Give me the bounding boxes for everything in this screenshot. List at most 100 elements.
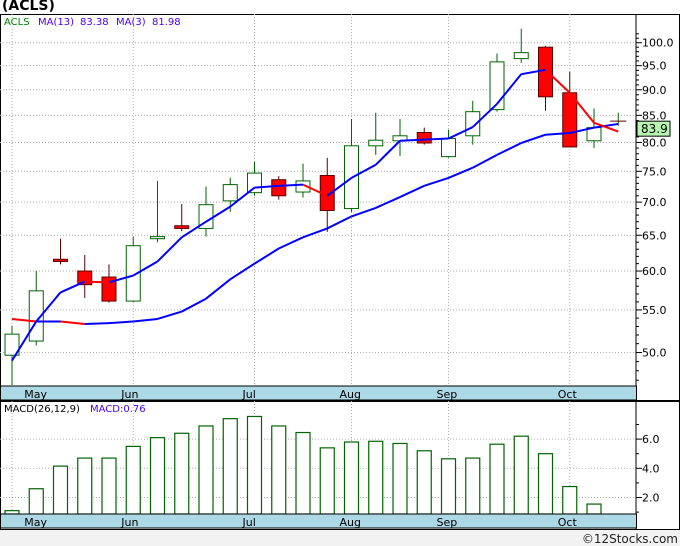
- candle-body: [271, 179, 287, 197]
- legend-ma13-value: 83.38: [80, 17, 109, 28]
- ma13-line-segment: [326, 215, 352, 230]
- macd-bar: [149, 437, 166, 515]
- macd-bar: [198, 425, 214, 515]
- price-panel-frame: [0, 14, 680, 401]
- candle-body: [150, 236, 165, 240]
- macd-legend-label: MACD(26,12,9): [4, 404, 80, 415]
- candle-body: [4, 333, 20, 356]
- legend-ma3-label: MA(3): [116, 17, 146, 28]
- footer-band: [0, 530, 680, 546]
- macd-tick-label: 4.0: [642, 462, 660, 475]
- ma13-line-segment: [448, 166, 474, 179]
- price-tick-label: 75.0: [642, 165, 667, 178]
- macd-month-label: Oct: [558, 516, 578, 529]
- macd-bar: [537, 453, 554, 515]
- candle-body: [295, 180, 311, 193]
- last-price-label: 83.9: [641, 122, 668, 136]
- candle: [416, 127, 432, 145]
- ma13-line-segment: [593, 122, 619, 129]
- macd-month-label: Jun: [120, 516, 138, 529]
- ma3-line-segment: [108, 274, 134, 284]
- macd-date-band: [0, 513, 637, 529]
- price-tick-label: 95.0: [642, 60, 667, 73]
- candle: [174, 204, 190, 232]
- price-tick-label: 65.0: [642, 229, 667, 242]
- candle: [125, 236, 141, 302]
- candle: [513, 28, 529, 63]
- candle-body: [53, 258, 68, 262]
- ma13-line-segment: [569, 126, 595, 135]
- ma13-line-segment: [84, 322, 110, 325]
- macd-month-label: May: [24, 516, 47, 529]
- candle-body: [538, 46, 553, 98]
- macd-tick-label: 2.0: [642, 492, 660, 505]
- ma3-line-segment: [424, 137, 449, 141]
- month-label: Sep: [437, 388, 458, 401]
- ma3-line-segment: [375, 140, 401, 166]
- ma3-line-segment: [254, 184, 279, 189]
- candle-body: [441, 138, 456, 158]
- ma13-line-segment: [133, 317, 158, 323]
- candle-body: [489, 61, 505, 111]
- candle: [53, 238, 68, 265]
- ma13-line-segment: [229, 262, 256, 281]
- ma13-line-segment: [375, 196, 401, 209]
- ma3-line-segment: [205, 205, 231, 223]
- candle: [610, 112, 627, 126]
- footer-copyright: ©12Stocks.com: [581, 532, 678, 546]
- ma13-line-segment: [472, 154, 498, 169]
- ma3-line-segment: [156, 236, 183, 263]
- ma13-line-segment: [302, 227, 328, 239]
- candle-body: [222, 184, 238, 202]
- macd-bar: [246, 415, 263, 515]
- price-tick-label: 55.0: [642, 304, 667, 317]
- legend-ma3-value: 81.98: [152, 17, 181, 28]
- ma3-line-segment: [399, 138, 425, 142]
- ma3-line-segment: [181, 220, 207, 239]
- macd-bar: [222, 418, 238, 515]
- macd-bar: [77, 457, 93, 515]
- price-tick-label: 80.0: [642, 136, 667, 149]
- legend-symbol: ACLS: [4, 17, 30, 28]
- macd-month-label: Sep: [437, 516, 458, 529]
- month-label: Jun: [120, 388, 138, 401]
- price-tick-label: 100.0: [642, 37, 674, 50]
- ma3-line-segment: [132, 260, 159, 277]
- ma13-line-segment: [423, 176, 449, 187]
- ma13-line-segment: [496, 142, 522, 156]
- candle-body: [513, 52, 529, 60]
- candle: [150, 180, 165, 243]
- candle-body: [368, 139, 384, 147]
- ma13-line-segment: [545, 132, 570, 136]
- ma13-line-segment: [205, 278, 231, 300]
- ma3-line-segment: [326, 177, 353, 197]
- macd-bar: [52, 465, 69, 515]
- ma3-line-segment: [351, 163, 377, 179]
- price-date-band: [0, 385, 637, 401]
- ma3-line-segment: [472, 103, 498, 128]
- macd-legend-value: MACD:0.76: [90, 404, 146, 415]
- macd-bar: [101, 457, 117, 515]
- ma3-line-segment: [448, 126, 474, 140]
- candle-body: [416, 131, 432, 144]
- chart-title: (ACLS): [2, 0, 55, 14]
- macd-bar: [174, 432, 190, 515]
- ma3-line-segment: [60, 280, 86, 294]
- price-tick-label: 50.0: [642, 347, 667, 360]
- ma3-line-segment: [84, 280, 110, 284]
- macd-bar: [562, 485, 578, 515]
- macd-bar: [368, 440, 384, 515]
- ma13-line-segment: [60, 320, 85, 325]
- candle-body: [562, 92, 578, 148]
- macd-bar: [489, 443, 505, 515]
- ma13-line-segment: [351, 206, 377, 218]
- ma3-line-segment: [11, 320, 38, 362]
- ma13-line-segment: [253, 247, 280, 265]
- candle: [489, 53, 505, 112]
- macd-bar: [319, 447, 335, 515]
- month-label: Oct: [558, 388, 578, 401]
- macd-bar: [416, 450, 432, 515]
- candle: [368, 112, 384, 155]
